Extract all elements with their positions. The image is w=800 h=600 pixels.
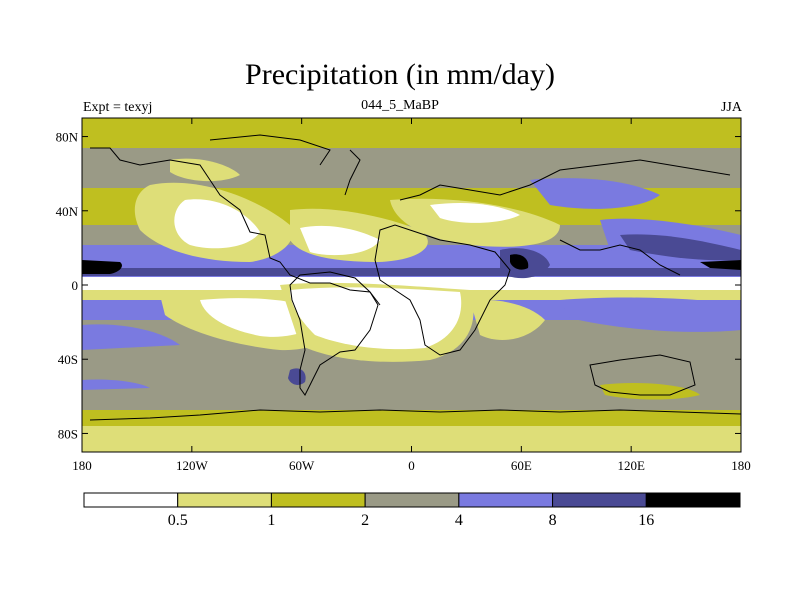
colorbar-label: 1 (267, 512, 275, 529)
lon-tick-label: 0 (408, 458, 415, 473)
colorbar-swatch (364, 492, 460, 508)
precip-field (82, 118, 741, 452)
colorbar-swatch (177, 492, 272, 508)
lon-tick-label: 60W (289, 458, 315, 473)
lon-tick-label: 120E (617, 458, 645, 473)
colorbar-label: 0.5 (168, 512, 188, 529)
colorbar-label: 4 (455, 512, 463, 529)
lat-tick-label: 80N (56, 130, 79, 145)
colorbar-label: 2 (361, 512, 369, 529)
lon-tick-label: 180 (72, 458, 92, 473)
colorbar-swatch (270, 492, 366, 508)
lat-tick-label: 40S (58, 352, 78, 367)
season-label: JJA (720, 100, 742, 115)
lat-tick-label: 80S (58, 426, 78, 441)
colorbar-label: 16 (638, 512, 654, 529)
time-period-label: 044_5_MaBP (361, 98, 439, 113)
band-antarctic-edge (82, 410, 741, 426)
band-southern-ocean (82, 390, 741, 410)
lon-tick-label: 180 (731, 458, 751, 473)
band-equator-dry (82, 277, 741, 291)
colorbar: 0.5 1 2 4 8 16 (83, 492, 741, 529)
lat-tick-label: 0 (72, 278, 79, 293)
band-itcz-core (82, 268, 741, 276)
colorbar-label: 8 (549, 512, 557, 529)
lat-tick-label: 40N (56, 204, 79, 219)
colorbar-swatch (83, 492, 179, 508)
experiment-label: Expt = texyj (83, 100, 153, 115)
map-title: Precipitation (in mm/day) (245, 58, 555, 91)
coastlines (89, 134, 741, 421)
lon-tick-label: 60E (511, 458, 532, 473)
latitude-axis: 80N 40N 0 40S 80S (56, 130, 741, 441)
longitude-axis: 180 120W 60W 0 60E 120E 180 (72, 118, 751, 473)
colorbar-swatch (458, 492, 554, 508)
lon-tick-label: 120W (176, 458, 209, 473)
colorbar-swatch (552, 492, 647, 508)
colorbar-swatch (645, 492, 741, 508)
